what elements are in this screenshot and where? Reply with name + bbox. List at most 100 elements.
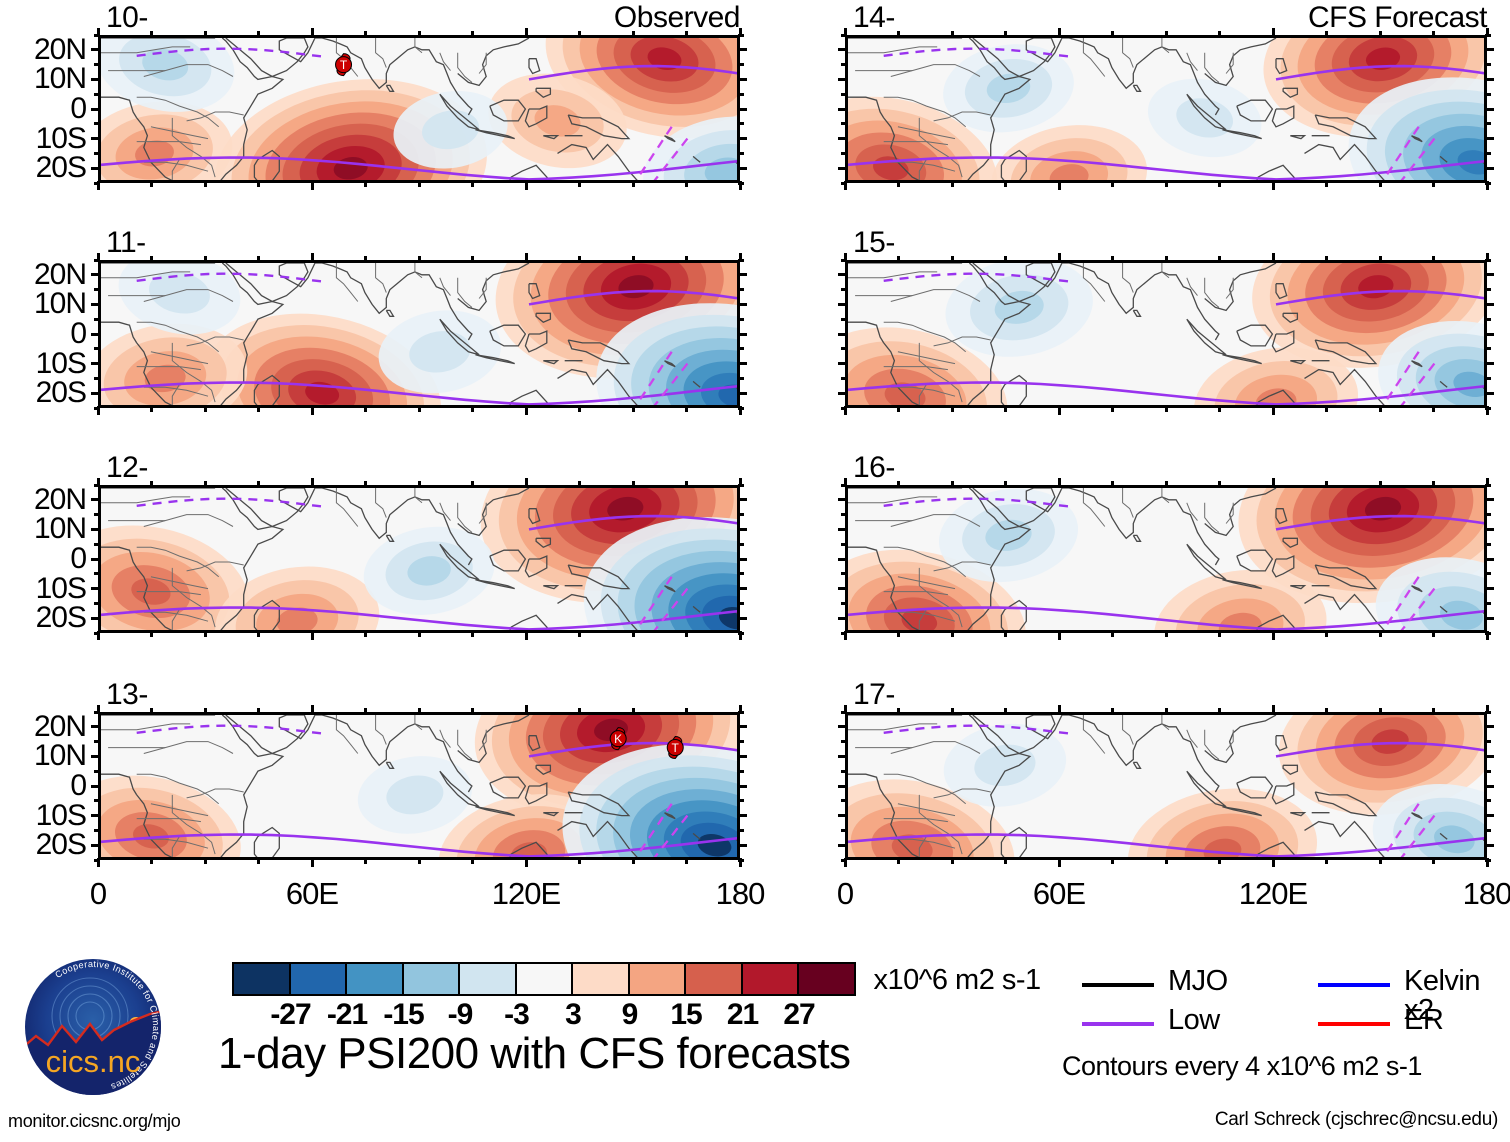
y-tick xyxy=(738,631,744,635)
y-tick xyxy=(1485,376,1491,380)
x-tick xyxy=(364,31,367,37)
y-tick xyxy=(738,843,747,847)
y-tick xyxy=(738,288,744,292)
y-axis-label: 20S xyxy=(35,376,87,410)
x-tick xyxy=(1218,858,1221,864)
y-tick xyxy=(738,483,744,487)
x-tick xyxy=(417,858,421,864)
x-tick xyxy=(843,406,847,415)
y-tick xyxy=(1485,725,1494,729)
x-tick xyxy=(1057,181,1061,190)
footer-website-link[interactable]: monitor.cicsnc.org/mjo xyxy=(8,1111,181,1131)
x-tick xyxy=(1485,705,1489,714)
legend-line-mjo xyxy=(1082,983,1154,987)
x-tick xyxy=(310,478,314,487)
svg-text:T: T xyxy=(340,58,348,72)
y-tick xyxy=(1485,740,1491,744)
x-tick xyxy=(203,406,207,412)
x-tick xyxy=(843,478,847,487)
y-tick xyxy=(738,710,744,714)
x-tick xyxy=(150,31,153,37)
x-tick xyxy=(524,28,528,37)
y-tick xyxy=(94,376,100,380)
x-tick xyxy=(257,481,260,487)
y-tick xyxy=(94,631,100,635)
x-tick xyxy=(685,631,688,637)
x-tick xyxy=(150,181,153,187)
x-tick xyxy=(1271,406,1275,415)
y-axis-label: 20N xyxy=(33,709,87,743)
y-tick xyxy=(738,258,744,262)
y-tick xyxy=(738,542,744,546)
y-tick xyxy=(1485,166,1494,170)
y-tick xyxy=(838,48,847,52)
x-axis-label: 180 xyxy=(715,876,766,911)
x-tick xyxy=(631,31,635,37)
x-tick xyxy=(578,708,581,714)
x-tick xyxy=(417,406,421,412)
main-title: 1-day PSI200 with CFS forecasts xyxy=(218,1029,851,1078)
colorbar-swatch xyxy=(403,964,460,994)
x-tick xyxy=(310,181,314,190)
y-tick xyxy=(91,814,100,818)
y-tick xyxy=(841,631,847,635)
x-tick xyxy=(257,708,260,714)
y-tick xyxy=(838,587,847,591)
y-tick xyxy=(738,122,744,126)
legend-label-er: ER xyxy=(1404,1004,1444,1036)
x-tick xyxy=(1218,631,1221,637)
x-tick xyxy=(1485,181,1489,190)
y-tick xyxy=(738,754,747,758)
x-tick xyxy=(1271,705,1275,714)
x-tick xyxy=(150,406,153,412)
x-tick xyxy=(257,181,260,187)
map-canvas xyxy=(845,485,1487,633)
x-tick xyxy=(96,858,100,867)
x-tick xyxy=(1004,256,1007,262)
y-tick xyxy=(94,258,100,262)
x-tick xyxy=(524,858,528,867)
y-tick xyxy=(94,572,100,576)
y-tick xyxy=(1485,843,1494,847)
x-tick xyxy=(738,478,742,487)
x-tick xyxy=(257,31,260,37)
y-tick xyxy=(738,814,747,818)
x-tick xyxy=(1111,631,1114,637)
x-tick xyxy=(364,181,367,187)
x-tick xyxy=(1271,28,1275,37)
y-tick xyxy=(1485,92,1491,96)
x-tick xyxy=(1432,181,1435,187)
x-tick xyxy=(524,705,528,714)
y-tick xyxy=(841,769,847,773)
y-axis-label: 10N xyxy=(33,739,87,773)
tropical-cyclone-symbol: T xyxy=(666,736,684,760)
y-tick xyxy=(738,273,747,277)
colorbar-swatch xyxy=(799,964,854,994)
x-tick xyxy=(1485,406,1489,415)
x-tick xyxy=(1325,256,1328,262)
y-tick xyxy=(841,799,847,803)
y-tick xyxy=(94,769,100,773)
footer-author-contact[interactable]: Carl Schreck (cjschrec@ncsu.edu) xyxy=(1214,1109,1498,1130)
y-tick xyxy=(841,828,847,832)
y-tick xyxy=(738,376,744,380)
x-tick xyxy=(257,406,260,412)
x-tick xyxy=(1057,406,1061,415)
y-tick xyxy=(1485,513,1491,517)
y-tick xyxy=(1485,814,1494,818)
y-tick xyxy=(841,710,847,714)
y-tick xyxy=(1485,302,1494,306)
y-axis-label: 20N xyxy=(33,482,87,516)
x-tick xyxy=(524,253,528,262)
x-tick xyxy=(1164,406,1168,412)
x-tick xyxy=(96,705,100,714)
y-tick xyxy=(1485,391,1494,395)
x-tick xyxy=(1378,406,1382,412)
x-tick xyxy=(1485,631,1489,640)
x-tick xyxy=(1271,253,1275,262)
x-tick xyxy=(310,631,314,640)
y-tick xyxy=(1485,33,1491,37)
y-tick xyxy=(841,181,847,185)
y-tick xyxy=(1485,557,1494,561)
x-tick xyxy=(471,858,474,864)
